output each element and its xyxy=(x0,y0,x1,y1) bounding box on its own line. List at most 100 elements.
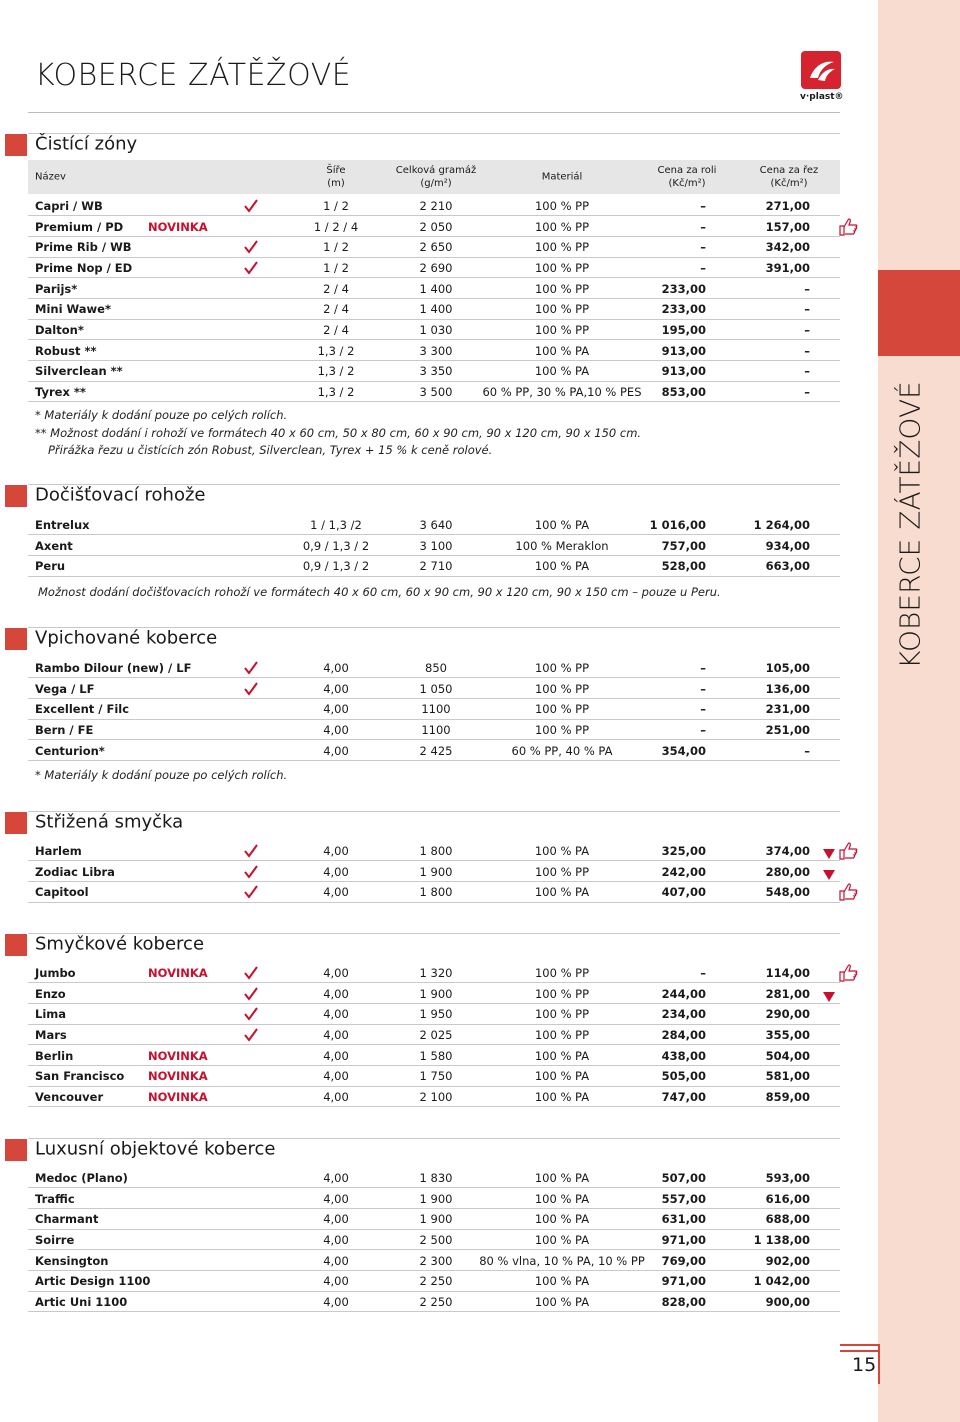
thumb-icon xyxy=(838,963,858,983)
row-name: Parijs* xyxy=(35,281,78,296)
row-rule xyxy=(28,1085,840,1087)
row-rule xyxy=(28,1228,840,1230)
row-name: Medoc (Plano) xyxy=(35,1171,128,1185)
row-name: Prime Rib / WB xyxy=(35,240,132,255)
check-icon xyxy=(244,239,258,254)
row-material: 100 % PP xyxy=(534,199,590,213)
row-roll: – xyxy=(700,661,706,675)
row-width: 1 / 2 xyxy=(323,199,349,213)
row-width: 0,9 / 1,3 / 2 xyxy=(302,559,370,574)
section-rule xyxy=(28,933,840,934)
section-marker xyxy=(5,1139,27,1161)
row-material: 100 % PA xyxy=(534,1232,590,1247)
row-weight: 2 100 xyxy=(419,1089,453,1104)
row-width: 1 / 2 xyxy=(323,260,349,275)
row-width: 1,3 / 2 xyxy=(317,364,355,379)
row-roll: 244,00 xyxy=(661,986,706,1001)
row-cut: 105,00 xyxy=(765,661,810,675)
row-weight: 3 350 xyxy=(419,364,453,379)
section-marker xyxy=(5,628,27,650)
row-material: 100 % PP xyxy=(534,281,590,296)
row-width: 4,00 xyxy=(323,661,349,675)
row-name: Centurion* xyxy=(35,743,105,758)
check-icon xyxy=(244,681,258,696)
row-width: 4,00 xyxy=(323,681,349,696)
row-material: 100 % PP xyxy=(534,240,590,255)
row-name: Entrelux xyxy=(35,518,90,532)
row-weight: 1 950 xyxy=(419,1007,453,1022)
row-weight: 3 300 xyxy=(419,343,453,358)
row-roll: – xyxy=(700,260,706,275)
row-cut: – xyxy=(804,364,810,379)
row-cut: 136,00 xyxy=(765,681,810,696)
row-cut: 251,00 xyxy=(765,722,810,737)
row-width: 4,00 xyxy=(323,1191,349,1206)
row-roll: 757,00 xyxy=(661,538,706,553)
row-width: 4,00 xyxy=(323,1089,349,1104)
row-rule xyxy=(28,860,840,862)
thumb-icon xyxy=(838,882,858,902)
row-cut: 581,00 xyxy=(765,1069,810,1084)
page-number: 15 xyxy=(852,1354,877,1376)
row-roll: 747,00 xyxy=(661,1089,706,1104)
footer-rule xyxy=(878,1344,880,1384)
row-rule xyxy=(28,554,840,556)
column-header: Název xyxy=(35,171,66,184)
row-cut: 900,00 xyxy=(765,1294,810,1309)
section-title: Dočišťovací rohože xyxy=(35,484,206,506)
check-icon xyxy=(244,965,258,980)
row-material: 60 % PP, 30 % PA,10 % PES xyxy=(482,384,642,399)
row-roll: – xyxy=(700,966,706,980)
row-weight: 2 250 xyxy=(419,1274,453,1289)
row-cut: – xyxy=(804,322,810,337)
row-name: Artic Uni 1100 xyxy=(35,1294,128,1309)
triangle-icon xyxy=(823,866,835,880)
row-weight: 1 900 xyxy=(419,864,453,879)
column-header-line: (Kč/m²) xyxy=(668,178,706,189)
column-header-line: Název xyxy=(35,171,66,183)
row-material: 100 % PP xyxy=(534,322,590,337)
row-cut: – xyxy=(804,281,810,296)
row-rule xyxy=(28,901,840,903)
column-header-line: Celková gramáž xyxy=(395,165,477,176)
row-material: 100 % PP xyxy=(534,966,590,980)
row-rule xyxy=(28,1269,840,1271)
row-roll: 507,00 xyxy=(661,1171,706,1185)
page-title: KOBERCE ZÁTĚŽOVÉ xyxy=(35,58,352,93)
row-cut: – xyxy=(804,302,810,317)
row-rule xyxy=(28,1249,840,1251)
note: * Materiály k dodání pouze po celých rol… xyxy=(35,408,288,422)
row-material: 100 % Meraklon xyxy=(515,538,609,553)
row-name: Prime Nop / ED xyxy=(35,260,133,275)
row-width: 4,00 xyxy=(323,885,349,900)
row-roll: 1 016,00 xyxy=(649,518,706,532)
row-width: 4,00 xyxy=(323,722,349,737)
row-cut: 934,00 xyxy=(765,538,810,553)
column-header-line: Cena za roli xyxy=(657,165,717,176)
row-roll: 913,00 xyxy=(661,343,706,358)
row-weight: 1 800 xyxy=(419,844,453,858)
row-rule xyxy=(28,297,840,299)
row-cut: 1 264,00 xyxy=(753,518,810,532)
row-width: 4,00 xyxy=(323,702,349,717)
row-material: 100 % PP xyxy=(534,702,590,717)
column-header-line: (g/m²) xyxy=(420,178,452,189)
row-weight: 1 400 xyxy=(419,302,453,317)
row-weight: 1 800 xyxy=(419,885,453,900)
row-name: Vencouver xyxy=(35,1089,104,1104)
row-roll: 354,00 xyxy=(661,743,706,758)
section-rule xyxy=(28,627,840,628)
row-name: Peru xyxy=(35,559,66,574)
row-cut: 231,00 xyxy=(765,702,810,717)
row-name: Premium / PD xyxy=(35,219,124,234)
column-header: Cena za roli (Kč/m²) xyxy=(658,164,717,190)
row-cut: 593,00 xyxy=(765,1171,810,1185)
column-header-line: Materiál xyxy=(541,171,583,183)
row-weight: 2 210 xyxy=(419,199,453,213)
row-roll: – xyxy=(700,681,706,696)
row-material: 100 % PA xyxy=(534,1294,590,1309)
row-rule xyxy=(28,739,840,741)
row-name: Enzo xyxy=(35,986,66,1001)
row-name: San Francisco xyxy=(35,1069,125,1084)
column-header-line: Šíře xyxy=(326,165,346,176)
